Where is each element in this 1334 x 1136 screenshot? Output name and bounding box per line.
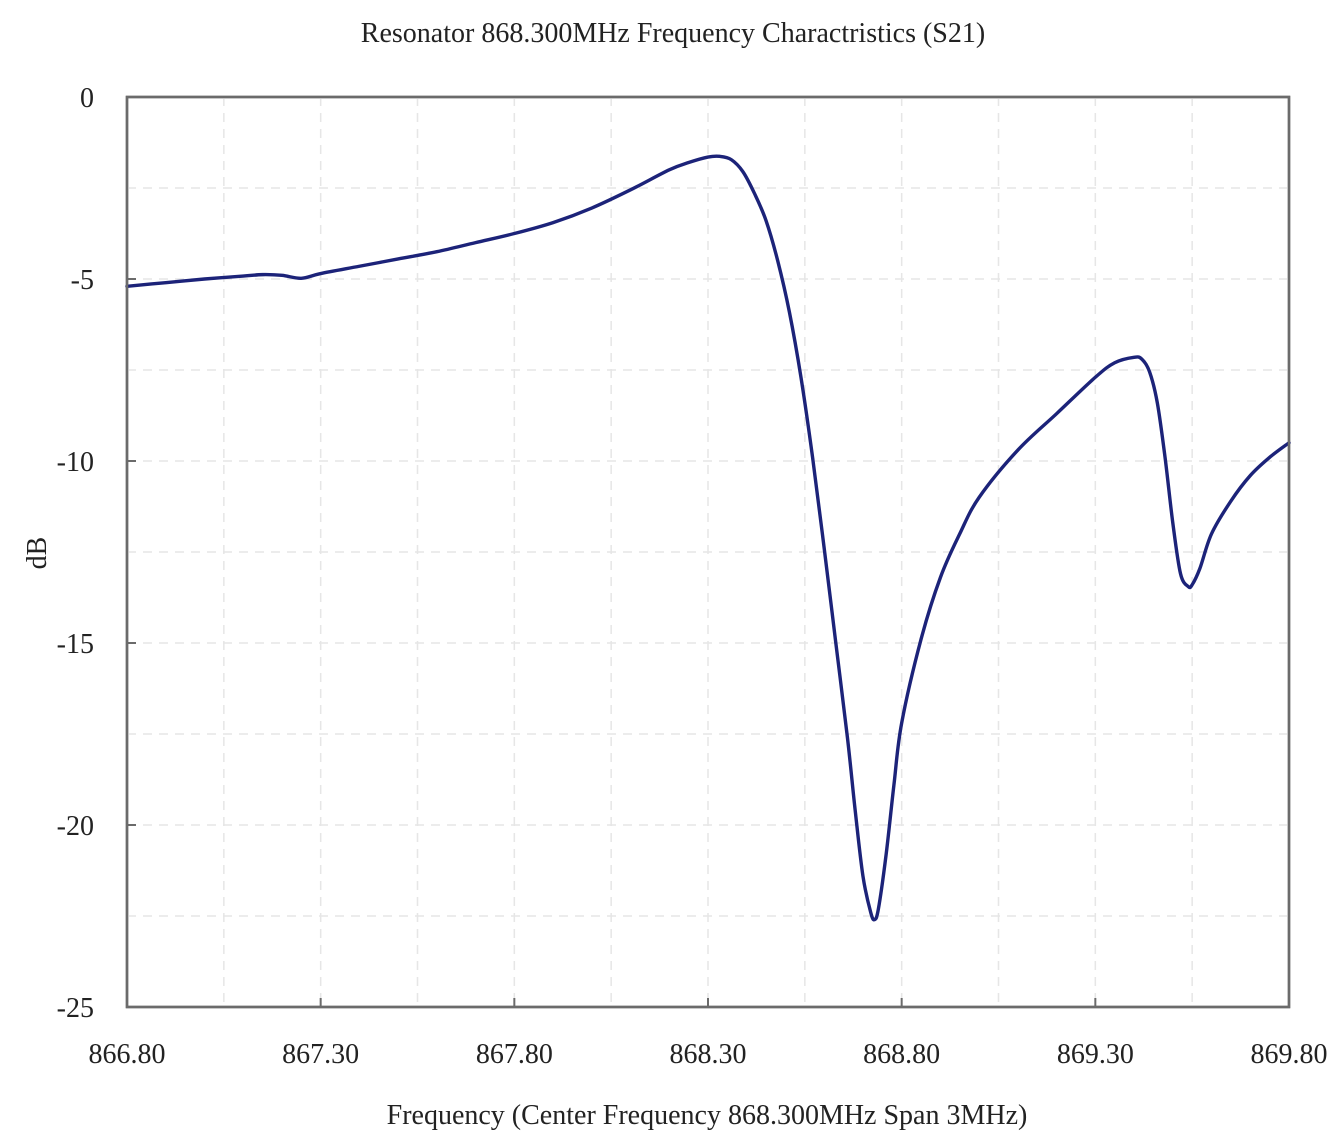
y-tick-label: -15 <box>57 629 94 660</box>
chart-title: Resonator 868.300MHz Frequency Charactri… <box>361 18 985 49</box>
y-tick-label: -25 <box>57 993 94 1024</box>
y-tick-label: -20 <box>57 811 94 842</box>
x-tick-label: 867.30 <box>282 1039 359 1070</box>
y-tick-label: 0 <box>80 83 94 114</box>
y-tick-label: -5 <box>71 265 94 296</box>
x-axis-tick-labels: 866.80 867.30 867.80 868.30 868.80 869.30 869.… <box>89 1039 1328 1070</box>
x-tick-label: 869.30 <box>1057 1039 1134 1070</box>
y-tick-label: -10 <box>57 447 94 478</box>
y-axis-label: dB <box>22 537 53 570</box>
x-tick-label: 867.80 <box>476 1039 553 1070</box>
y-axis-tick-labels: 0 -5 -10 -15 -20 -25 <box>57 83 94 1024</box>
x-tick-label: 869.80 <box>1251 1039 1328 1070</box>
x-tick-label: 866.80 <box>89 1039 166 1070</box>
x-tick-label: 868.30 <box>670 1039 747 1070</box>
x-tick-label: 868.80 <box>863 1039 940 1070</box>
x-axis-label: Frequency (Center Frequency 868.300MHz S… <box>387 1100 1028 1131</box>
